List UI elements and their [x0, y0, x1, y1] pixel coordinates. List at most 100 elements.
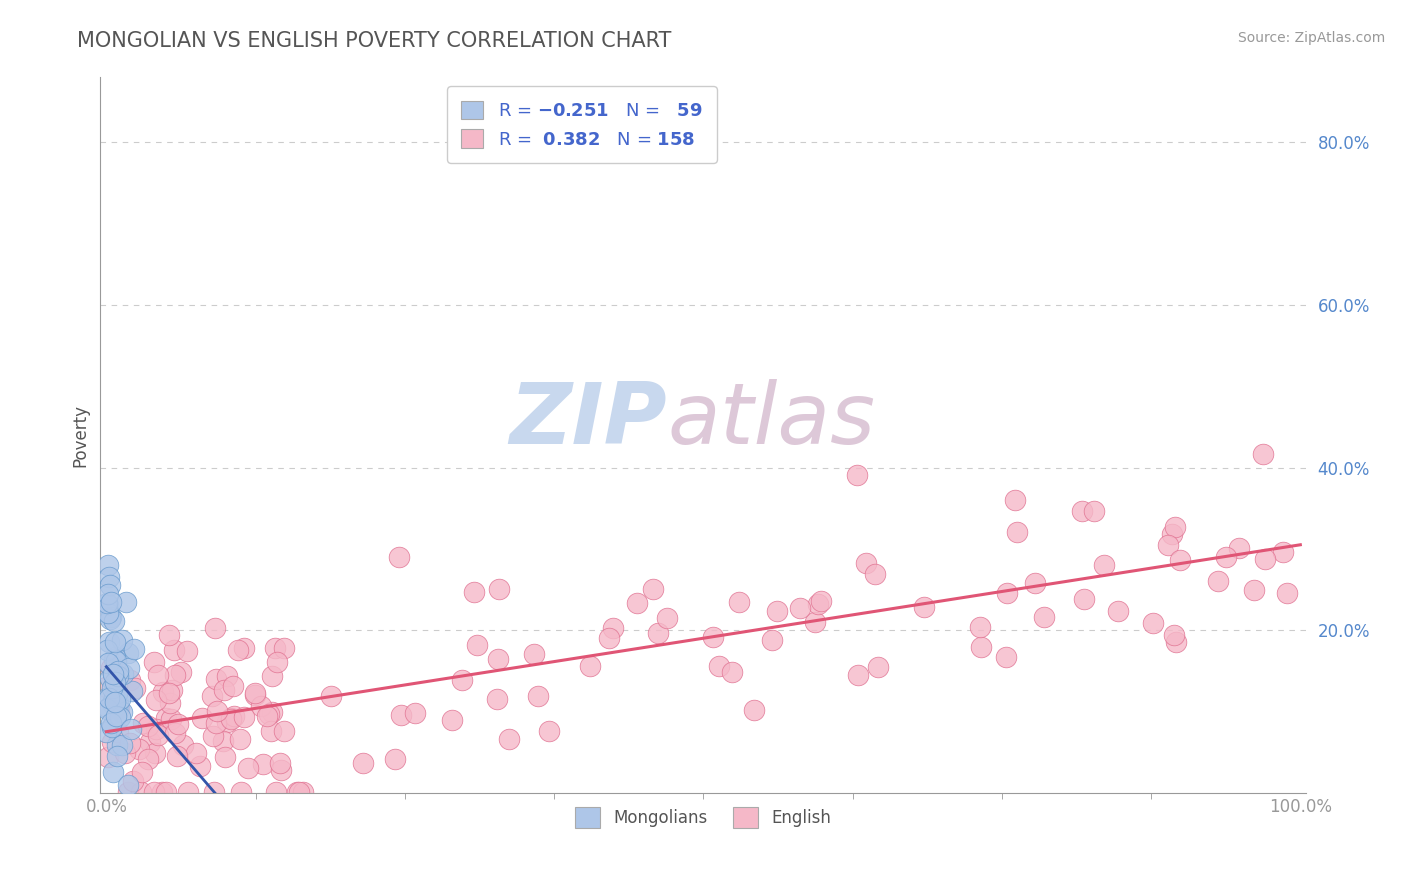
Point — [146, 727, 169, 741]
Point — [111, 667, 134, 681]
Point — [132, 715, 155, 730]
Point — [100, 661, 122, 675]
Point — [101, 720, 124, 734]
Point — [138, 751, 160, 765]
Point — [742, 703, 765, 717]
Point — [103, 651, 125, 665]
Point — [1227, 541, 1250, 556]
Point — [215, 714, 238, 729]
Point — [176, 644, 198, 658]
Point — [108, 692, 131, 706]
Point — [236, 760, 259, 774]
Point — [1163, 628, 1185, 642]
Point — [970, 640, 993, 654]
Point — [263, 641, 285, 656]
Point — [117, 778, 139, 792]
Point — [222, 709, 245, 723]
Point — [260, 669, 283, 683]
Point — [152, 685, 174, 699]
Point — [105, 654, 128, 668]
Point — [789, 601, 811, 615]
Point — [846, 467, 869, 482]
Point — [96, 586, 118, 600]
Point — [107, 664, 129, 678]
Point — [98, 612, 121, 626]
Point — [222, 679, 245, 693]
Point — [243, 686, 266, 700]
Point — [287, 785, 309, 799]
Point — [538, 724, 561, 739]
Point — [124, 681, 146, 695]
Point — [266, 655, 288, 669]
Point — [252, 757, 274, 772]
Point — [117, 646, 139, 660]
Point — [262, 705, 284, 719]
Point — [204, 785, 226, 799]
Point — [288, 785, 311, 799]
Point — [131, 765, 153, 780]
Text: MONGOLIAN VS ENGLISH POVERTY CORRELATION CHART: MONGOLIAN VS ENGLISH POVERTY CORRELATION… — [77, 31, 672, 51]
Point — [118, 661, 141, 675]
Point — [250, 699, 273, 714]
Legend: Mongolians, English: Mongolians, English — [569, 801, 838, 834]
Point — [105, 689, 128, 703]
Point — [143, 785, 166, 799]
Point — [1004, 492, 1026, 507]
Point — [205, 716, 228, 731]
Point — [105, 749, 128, 764]
Point — [384, 752, 406, 766]
Point — [260, 724, 283, 739]
Point — [1107, 603, 1129, 617]
Point — [96, 643, 118, 657]
Point — [228, 643, 250, 657]
Point — [96, 680, 118, 694]
Point — [97, 690, 120, 705]
Point — [100, 595, 122, 609]
Point — [228, 732, 250, 747]
Point — [264, 785, 287, 799]
Point — [103, 690, 125, 705]
Point — [707, 658, 730, 673]
Point — [107, 699, 129, 714]
Point — [114, 746, 136, 760]
Point — [995, 586, 1018, 600]
Point — [121, 774, 143, 789]
Point — [157, 628, 180, 642]
Point — [120, 736, 142, 750]
Point — [142, 655, 165, 669]
Point — [97, 570, 120, 584]
Point — [865, 566, 887, 581]
Point — [866, 660, 889, 674]
Point — [626, 596, 648, 610]
Point — [152, 785, 174, 799]
Point — [105, 679, 128, 693]
Point — [465, 638, 488, 652]
Point — [598, 631, 620, 645]
Point — [1024, 575, 1046, 590]
Point — [855, 556, 877, 570]
Point — [172, 738, 194, 752]
Point — [145, 722, 167, 736]
Point — [1206, 574, 1229, 589]
Point — [186, 746, 208, 760]
Point — [188, 758, 211, 772]
Point — [97, 750, 120, 764]
Point — [98, 671, 121, 685]
Text: atlas: atlas — [666, 379, 875, 462]
Point — [177, 785, 200, 799]
Point — [105, 698, 128, 712]
Point — [1092, 558, 1115, 572]
Point — [104, 649, 127, 664]
Point — [170, 665, 193, 680]
Point — [273, 724, 295, 739]
Point — [129, 785, 152, 799]
Point — [720, 665, 742, 680]
Point — [120, 722, 142, 736]
Point — [121, 684, 143, 698]
Point — [162, 683, 184, 698]
Point — [486, 652, 509, 666]
Point — [107, 725, 129, 739]
Point — [163, 725, 186, 739]
Point — [155, 785, 177, 799]
Point — [163, 668, 186, 682]
